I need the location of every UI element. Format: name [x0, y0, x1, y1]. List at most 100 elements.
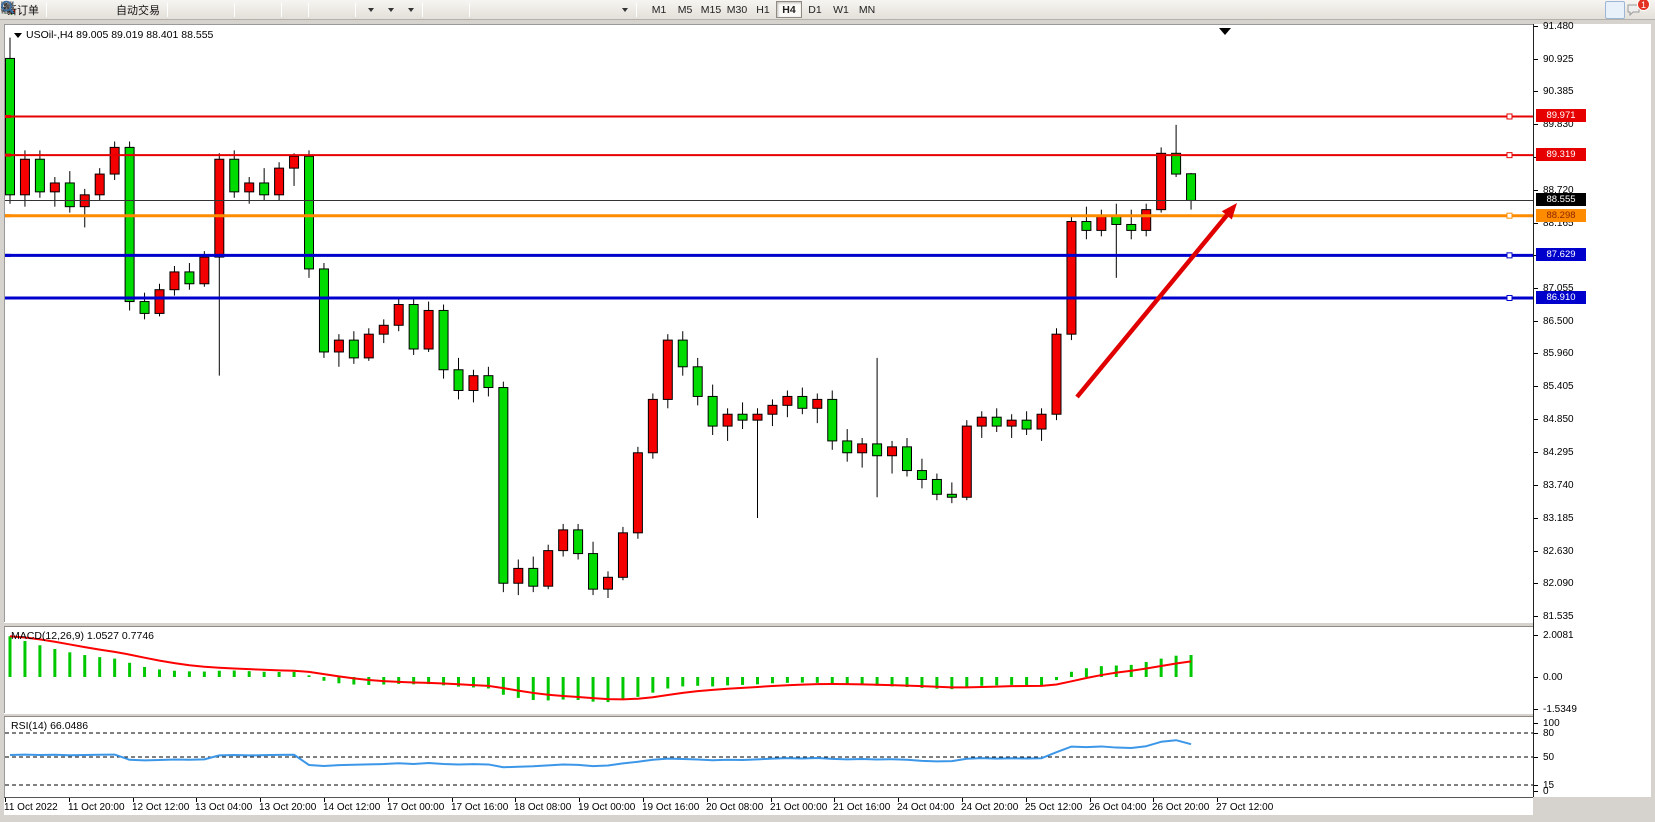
time-tick [643, 798, 644, 802]
line-handle[interactable] [1506, 152, 1513, 159]
line-chart-button[interactable] [1, 1, 231, 19]
panel-splitter[interactable] [4, 622, 1533, 627]
label-button[interactable]: T [1, 1, 613, 19]
arrows-button[interactable] [3, 1, 633, 19]
chevron-down-icon[interactable] [622, 7, 628, 12]
text-button[interactable]: A [4, 1, 593, 19]
crosshair-button[interactable] [1, 1, 466, 19]
candle-body [19, 158, 30, 196]
macd-panel[interactable]: MACD(12,26,9) 1.0527 0.7746 [4, 627, 1533, 713]
tile-windows-button[interactable] [1, 1, 305, 19]
timeframe-m1[interactable]: M1 [651, 3, 667, 16]
candle-body [946, 493, 957, 498]
auto-arrange-button[interactable] [1, 1, 332, 19]
chevron-down-icon[interactable] [368, 7, 374, 12]
time-tick [579, 798, 580, 802]
toolbar-separator [355, 2, 356, 17]
chart-shift-button[interactable] [1, 1, 352, 19]
candle-body [1141, 209, 1152, 231]
candle-body [109, 146, 120, 175]
notifications-button[interactable]: 1 [1625, 0, 1650, 19]
line-handle[interactable] [1506, 252, 1513, 259]
symbol-collapse-icon[interactable] [14, 32, 22, 38]
trend-arrow[interactable] [1075, 213, 1229, 399]
candle-body [453, 369, 464, 392]
timeframe-m15[interactable]: M15 [700, 3, 722, 16]
indicators-button[interactable] [1, 1, 379, 19]
candle-body [169, 271, 180, 291]
horizontal-line-button[interactable] [2, 1, 513, 19]
timeframe-m30[interactable]: M30 [726, 3, 748, 16]
time-label: 27 Oct 12:00 [1216, 802, 1274, 813]
price-badge: 87.629 [1536, 248, 1586, 261]
market-watch-button[interactable] [1, 1, 70, 19]
candle-body [274, 167, 285, 196]
new-order-button[interactable]: 新订单 [2, 1, 43, 19]
price-badge: 89.971 [1536, 109, 1586, 122]
rsi-scale-label: 0 [1543, 786, 1549, 797]
chevron-down-icon[interactable] [388, 7, 394, 12]
search-button[interactable] [1, 0, 1625, 19]
time-tick [707, 798, 708, 802]
candle-body [438, 309, 449, 371]
data-window-button[interactable] [1, 1, 90, 19]
vertical-line-button[interactable] [6, 1, 493, 19]
chart-shift-marker[interactable] [1219, 28, 1231, 35]
timeframe-h1[interactable]: H1 [756, 3, 770, 16]
timeframe-w1[interactable]: W1 [833, 3, 849, 16]
candle-body [543, 550, 554, 587]
rsi-panel[interactable]: RSI(14) 66.0486 [4, 717, 1534, 797]
zoom-out-button[interactable] [1, 1, 278, 19]
time-label: 19 Oct 00:00 [578, 802, 636, 813]
price-tick-label: 91.480 [1543, 21, 1574, 32]
candle-body [49, 182, 60, 193]
timeframe-mn[interactable]: MN [858, 3, 876, 16]
toolbar-separator [308, 2, 309, 17]
panel-splitter[interactable] [4, 713, 1533, 717]
main-chart-panel[interactable]: USOil-,H4 89.005 89.019 88.401 88.555 [4, 24, 1534, 623]
candlestick-chart-button[interactable] [2, 1, 211, 19]
bar-chart-button[interactable] [3, 1, 191, 19]
zoom-in-button[interactable] [1, 1, 258, 19]
price-tick-label: 86.500 [1543, 316, 1574, 327]
price-scale[interactable]: 91.48090.92590.38589.83089.27588.72088.1… [1533, 21, 1651, 797]
time-axis[interactable]: 11 Oct 2022 11 Oct 20:00 12 Oct 12:00 13 Oc… [4, 797, 1533, 815]
toolbar-separator [167, 2, 168, 17]
price-tick-label: 83.740 [1543, 480, 1574, 491]
macd-scale-label: 2.0081 [1543, 630, 1574, 641]
periods-button[interactable] [1, 1, 399, 19]
channel-button[interactable]: E [0, 1, 553, 19]
cursor-button[interactable] [4, 1, 446, 19]
candle-body [1036, 413, 1047, 430]
navigator-button[interactable] [1, 1, 110, 19]
autotrading-button-label: 自动交易 [116, 4, 160, 17]
candle-body [528, 567, 539, 587]
templates-button[interactable] [2, 1, 419, 19]
line-handle[interactable] [1506, 295, 1513, 302]
toolbar-separator [469, 2, 470, 17]
line-left-marker [5, 253, 11, 257]
scale-tick [1534, 91, 1538, 92]
time-tick [452, 798, 453, 802]
time-tick [1153, 798, 1154, 802]
timeframe-m5[interactable]: M5 [677, 3, 693, 16]
scale-tick [1534, 791, 1538, 792]
autotrading-button[interactable]: 自动交易 [1, 1, 164, 19]
line-left-marker [5, 296, 11, 300]
candle-body [378, 324, 389, 335]
price-tick-label: 87.055 [1543, 283, 1574, 294]
candle-body [647, 398, 658, 454]
candlestick-chart[interactable] [5, 25, 1534, 623]
chevron-down-icon[interactable] [408, 7, 414, 12]
line-handle[interactable] [1506, 212, 1513, 219]
fibonacci-button[interactable]: F [1, 1, 573, 19]
line-left-marker [5, 114, 11, 118]
timeframe-d1[interactable]: D1 [808, 3, 822, 16]
timeframe-h4[interactable]: H4 [776, 1, 802, 18]
trend-arrow-head[interactable] [1221, 203, 1237, 220]
macd-scale-label: 0.00 [1543, 672, 1563, 683]
trendline-button[interactable] [1, 1, 533, 19]
time-tick [1217, 798, 1218, 802]
time-label: 17 Oct 16:00 [451, 802, 509, 813]
line-handle[interactable] [1506, 113, 1513, 120]
